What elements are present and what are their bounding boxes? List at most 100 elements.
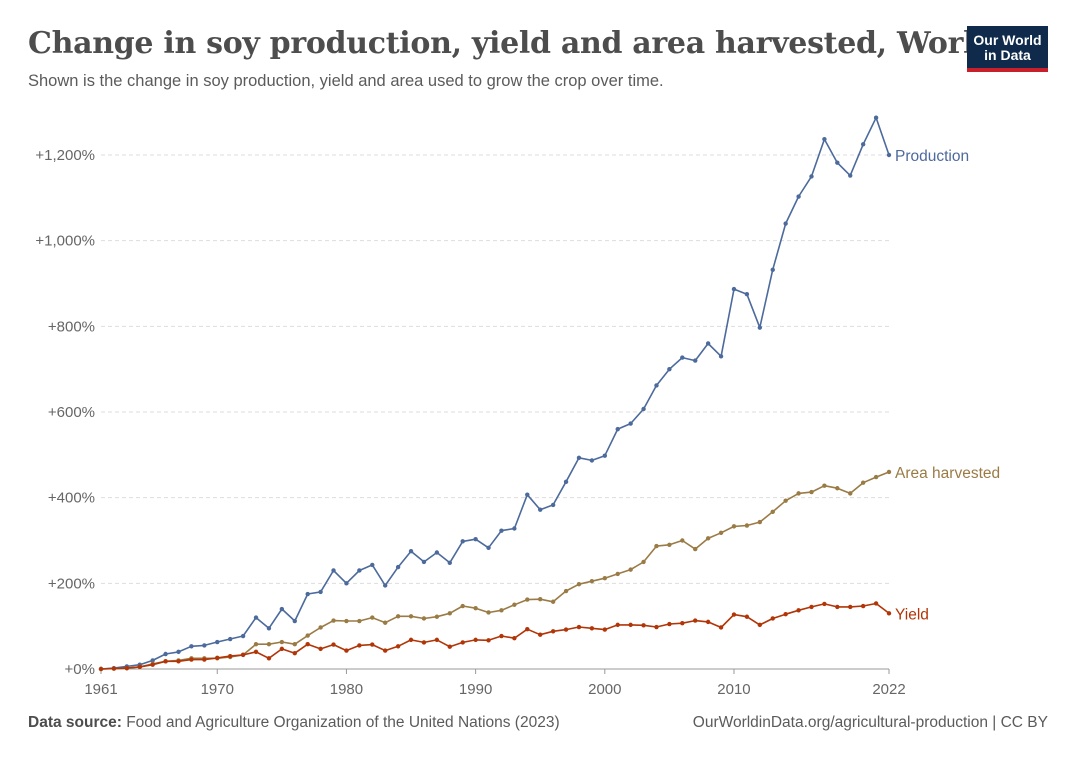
data-point-area-harvested (357, 618, 362, 624)
data-point-area-harvested (434, 614, 440, 619)
data-point-area-harvested (421, 616, 427, 621)
data-point-production (305, 591, 310, 597)
data-point-area-harvested (783, 498, 788, 503)
data-point-area-harvested (654, 543, 659, 549)
series-line-area-harvested (100, 471, 890, 670)
series-labels: Production Area harvested Yield (895, 148, 1000, 623)
data-point-production (318, 589, 323, 595)
data-point-yield (667, 621, 672, 627)
data-point-yield (563, 627, 569, 632)
data-point-yield (253, 649, 259, 655)
data-point-area-harvested (253, 641, 259, 647)
data-point-area-harvested (370, 615, 375, 620)
data-point-area-harvested (344, 618, 349, 624)
x-tick-label: 2000 (588, 681, 621, 698)
data-point-production (718, 354, 724, 359)
logo-line-2: in Data (984, 47, 1031, 63)
footer-url[interactable]: OurWorldinData.org/agricultural-producti… (692, 714, 1048, 731)
data-source-label: Data source: (28, 714, 122, 731)
data-point-yield (693, 618, 698, 623)
data-point-yield (628, 622, 633, 628)
data-point-yield (757, 622, 763, 628)
data-point-area-harvested (628, 567, 633, 572)
data-point-yield (873, 601, 879, 606)
data-point-production (809, 174, 814, 179)
data-point-area-harvested (589, 578, 595, 584)
data-point-production (150, 658, 155, 663)
data-point-yield (680, 620, 685, 626)
data-point-production (628, 421, 633, 426)
data-point-yield (111, 666, 117, 671)
data-point-area-harvested (447, 611, 452, 616)
y-tick-label: +1,000% (35, 233, 95, 250)
data-point-production (227, 636, 233, 642)
data-point-production (783, 221, 788, 226)
y-tick-label: +0% (65, 661, 95, 678)
data-point-production (873, 115, 879, 120)
data-point-yield (705, 619, 711, 625)
data-point-production (602, 453, 608, 458)
data-point-area-harvested (395, 614, 401, 619)
data-point-yield (421, 640, 427, 645)
data-point-area-harvested (318, 625, 323, 630)
series-lines (98, 115, 892, 672)
data-point-yield (240, 652, 246, 658)
data-point-area-harvested (563, 588, 569, 594)
data-point-production (486, 545, 491, 550)
data-point-area-harvested (718, 530, 724, 535)
data-point-area-harvested (525, 597, 530, 602)
data-point-yield (292, 650, 297, 656)
y-tick-label: +400% (48, 490, 95, 507)
data-point-yield (150, 662, 155, 667)
data-point-production (408, 549, 414, 554)
x-tick-label: 2010 (717, 681, 750, 698)
data-point-area-harvested (305, 633, 310, 638)
data-point-production (576, 455, 582, 461)
x-axis-ticks: 1961 1970 1980 1990 2000 2010 2022 (84, 669, 906, 698)
data-point-area-harvested (473, 605, 478, 611)
data-point-production (848, 173, 853, 178)
data-point-area-harvested (576, 581, 582, 587)
data-point-yield (279, 646, 285, 652)
data-point-production (705, 341, 711, 346)
y-tick-label: +200% (48, 575, 95, 592)
data-point-area-harvested (382, 620, 388, 625)
data-point-area-harvested (848, 491, 853, 496)
data-point-yield (886, 611, 892, 616)
data-point-yield (809, 604, 814, 610)
data-point-production (512, 526, 517, 531)
data-point-yield (202, 657, 207, 662)
data-point-production (757, 325, 763, 330)
data-point-area-harvested (667, 542, 672, 547)
data-point-yield (382, 648, 388, 653)
data-point-production (240, 633, 246, 639)
data-point-production (796, 194, 801, 199)
data-point-production (370, 562, 375, 568)
data-point-production (667, 366, 672, 372)
series-label-area-harvested: Area harvested (895, 465, 1000, 482)
data-point-yield (731, 612, 737, 617)
data-point-yield (137, 664, 142, 670)
data-point-yield (473, 637, 478, 643)
data-point-yield (163, 659, 168, 664)
data-point-area-harvested (693, 546, 698, 552)
data-point-production (680, 355, 685, 360)
data-point-area-harvested (460, 603, 465, 609)
data-source-text[interactable]: Food and Agriculture Organization of the… (126, 714, 560, 731)
data-point-yield (835, 604, 840, 610)
data-point-yield (460, 640, 465, 645)
data-point-yield (499, 633, 504, 639)
data-point-area-harvested (770, 509, 775, 515)
data-point-area-harvested (292, 641, 297, 647)
data-source: Data source: Food and Agriculture Organi… (28, 714, 560, 732)
data-point-yield (744, 614, 750, 619)
data-point-production (525, 492, 530, 497)
data-point-production (538, 507, 543, 512)
data-point-yield (525, 626, 530, 632)
chart-subtitle: Shown is the change in soy production, y… (28, 72, 664, 90)
data-point-production (202, 643, 207, 648)
owid-logo[interactable]: Our World in Data (967, 26, 1048, 72)
data-point-area-harvested (744, 523, 750, 528)
data-point-area-harvested (860, 480, 866, 485)
